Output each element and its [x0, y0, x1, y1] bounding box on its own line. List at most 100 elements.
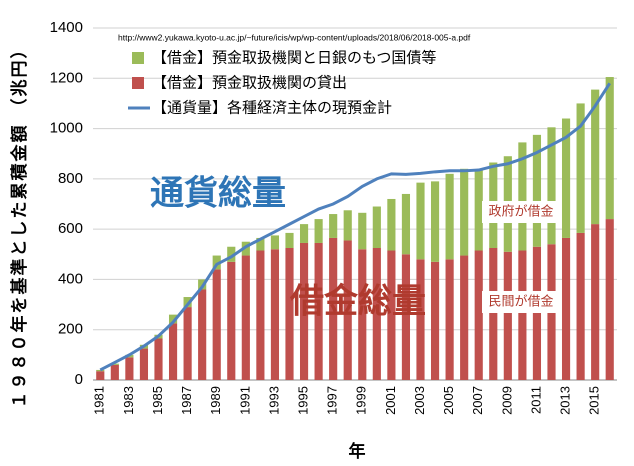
bar-segment: [445, 259, 454, 380]
bar-segment: [110, 364, 119, 380]
bar-segment: [241, 241, 250, 256]
bar-segment: [329, 237, 338, 380]
y-axis-label: １９８０年を基準とした累積金額 （兆円）: [9, 40, 30, 409]
bar-segment: [591, 89, 600, 225]
x-tick-label: 1995: [295, 386, 310, 415]
x-tick-label: 1981: [92, 386, 107, 415]
bar-segment: [547, 127, 556, 245]
bar-segment: [532, 246, 542, 380]
bar-segment: [227, 261, 236, 380]
bar-segment: [270, 235, 280, 250]
x-tick-label: 1991: [237, 386, 252, 415]
x-tick-label: 1997: [325, 386, 340, 415]
bar-segment: [183, 297, 192, 308]
bar-segment: [96, 371, 105, 380]
bar-segment: [285, 248, 294, 380]
bar-segment: [329, 214, 338, 238]
x-tick-label: 2009: [499, 386, 514, 415]
annotation: 借金総量: [289, 282, 426, 322]
bar-segment: [241, 255, 250, 380]
bar-segment: [299, 242, 309, 380]
x-tick-label: 1989: [208, 386, 223, 415]
x-tick-label: 2007: [470, 386, 485, 415]
bar-segment: [401, 254, 411, 380]
legend-swatch: [132, 77, 144, 89]
bar-segment: [605, 219, 614, 380]
y-tick-label: 1000: [50, 120, 83, 137]
bar-segment: [183, 307, 192, 380]
bar-segment: [387, 198, 396, 251]
x-tick-label: 1983: [121, 386, 136, 415]
x-tick-label: 1993: [266, 386, 281, 415]
annotation: 民間が借金: [488, 294, 553, 310]
legend-label: 【通貨量】各種経済主体の現預金計: [152, 99, 392, 117]
bar-segment: [314, 219, 323, 243]
legend-label: 【借金】預金取扱機関の貸出: [152, 74, 347, 92]
bar-segment: [343, 210, 352, 241]
bar-segment: [372, 248, 381, 380]
bar-segment: [168, 323, 178, 380]
y-tick-label: 0: [75, 371, 83, 388]
x-axis-label: 年: [349, 441, 366, 462]
bar-segment: [110, 363, 119, 365]
x-tick-label: 2001: [383, 386, 398, 415]
legend-label: 【借金】預金取扱機関と日銀のもつ国債等: [152, 49, 436, 67]
annotation: 政府が借金: [488, 204, 553, 220]
bar-segment: [561, 118, 571, 238]
bar-segment: [503, 251, 512, 380]
bar-segment: [460, 168, 469, 256]
bar-segment: [154, 338, 163, 380]
y-tick-label: 200: [58, 321, 83, 338]
annotation: 通貨総量: [150, 174, 286, 214]
bar-segment: [358, 212, 367, 250]
bar-segment: [314, 242, 323, 380]
x-tick-label: 1985: [150, 386, 165, 415]
bar-segment: [227, 246, 236, 262]
bar-segment: [430, 181, 440, 262]
x-tick-label: 2015: [587, 386, 602, 415]
bar-segment: [489, 248, 498, 380]
bar-segment: [387, 250, 396, 380]
annotation-box: [482, 201, 560, 223]
bar-segment: [343, 240, 352, 380]
bar-segment: [372, 206, 381, 248]
bar-segment: [285, 232, 294, 248]
x-tick-label: 2005: [441, 386, 456, 415]
bar-segment: [125, 357, 134, 380]
x-tick-label: 1999: [354, 386, 369, 415]
bar-segment: [576, 232, 585, 380]
bar-segment: [256, 250, 265, 380]
x-tick-label: 1987: [179, 386, 194, 415]
bar-segment: [518, 250, 527, 380]
annotation-box: [482, 291, 560, 313]
bar-segment: [299, 224, 309, 243]
bar-segment: [212, 255, 221, 270]
bar-segment: [256, 237, 265, 251]
y-tick-label: 400: [58, 270, 83, 287]
bar-segment: [445, 173, 454, 260]
bar-segment: [416, 259, 425, 380]
bar-segment: [460, 255, 469, 380]
bar-segment: [139, 348, 149, 380]
bar-segment: [474, 250, 483, 380]
bar-segment: [416, 182, 425, 260]
y-tick-label: 1400: [50, 19, 83, 36]
bar-segment: [168, 314, 178, 324]
bar-segment: [518, 142, 527, 251]
bar-segment: [576, 103, 585, 233]
bar-segment: [430, 261, 440, 380]
x-tick-label: 2011: [528, 386, 543, 414]
bar-segment: [561, 237, 571, 380]
y-tick-label: 1200: [50, 69, 83, 86]
bar-segment: [270, 249, 280, 380]
bar-segment: [605, 77, 614, 220]
line: [99, 82, 611, 372]
bar-segment: [358, 249, 367, 380]
y-tick-label: 800: [58, 170, 83, 187]
bar-segment: [96, 369, 105, 372]
legend-swatch: [132, 52, 144, 64]
bar-segment: [401, 193, 411, 255]
bar-segment: [212, 269, 221, 380]
source-url: http://www2.yukawa.kyoto-u.ac.jp/~future…: [118, 32, 471, 42]
